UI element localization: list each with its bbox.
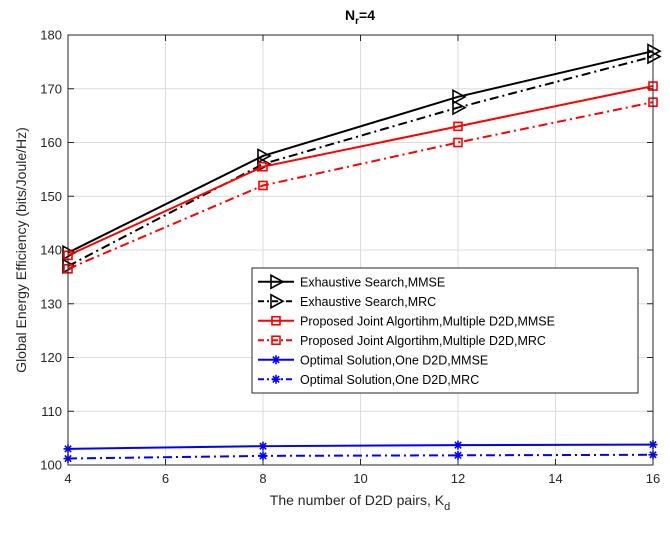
data-point — [258, 441, 268, 451]
y-tick-label: 120 — [40, 350, 62, 365]
legend-marker — [270, 293, 285, 310]
legend-entry: Proposed Joint Algortihm,Multiple D2D,MM… — [258, 314, 555, 328]
y-tick-label: 130 — [40, 296, 62, 311]
y-tick-label: 150 — [40, 189, 62, 204]
marker-stroke — [259, 442, 267, 450]
y-tick-label: 110 — [41, 404, 62, 419]
legend-marker — [271, 315, 281, 326]
data-point — [453, 450, 463, 460]
legend-marker — [271, 335, 281, 346]
data-point — [453, 137, 463, 148]
legend-entry: Exhaustive Search,MRC — [258, 293, 436, 310]
y-tick-label: 160 — [40, 135, 62, 150]
series-5 — [63, 440, 658, 454]
legend-label: Proposed Joint Algortihm,Multiple D2D,MR… — [300, 334, 546, 348]
x-axis-label-subscript: d — [444, 501, 450, 513]
chart-title: Nr=4 — [345, 7, 375, 27]
series-line — [67, 453, 654, 460]
data-point — [257, 148, 272, 164]
data-point — [647, 48, 662, 65]
legend-label: Optimal Solution,One D2D,MMSE — [300, 353, 488, 367]
data-point — [452, 88, 467, 105]
data-point — [453, 121, 463, 132]
legend-label: Optimal Solution,One D2D,MRC — [300, 373, 479, 387]
marker-stroke — [272, 375, 280, 383]
legend-entry: Optimal Solution,One D2D,MRC — [258, 373, 479, 387]
series-line — [67, 50, 654, 254]
ticks: 4 6 8 10 12 14 16 100 110 120 130 140 150 160 170 180 — [40, 28, 660, 487]
chart-title-suffix: =4 — [359, 7, 375, 23]
marker-stroke — [454, 441, 462, 449]
legend-marker — [270, 273, 285, 290]
data-point — [452, 99, 467, 116]
x-axis-label: The number of D2D pairs, Kd — [270, 492, 450, 513]
marker-stroke — [272, 356, 280, 364]
y-tick-label: 170 — [40, 81, 62, 96]
series-layer — [62, 43, 662, 464]
legend-marker — [271, 355, 281, 365]
legend-box — [251, 267, 639, 394]
y-tick-label: 140 — [40, 243, 62, 258]
x-tick-label: 4 — [64, 471, 71, 486]
marker-stroke — [454, 451, 462, 460]
y-tick-label: 100 — [40, 458, 62, 473]
x-tick-label: 8 — [259, 471, 266, 486]
series-line — [67, 443, 654, 450]
data-point — [453, 440, 463, 450]
marker-stroke — [259, 452, 267, 460]
series-line — [67, 85, 654, 257]
series-1 — [62, 43, 662, 261]
data-point — [258, 161, 268, 172]
data-point — [258, 180, 268, 191]
legend-entry: Proposed Joint Algortihm,Multiple D2D,MR… — [258, 334, 546, 348]
x-tick-label: 6 — [162, 471, 169, 486]
chart-title-subscript: r — [355, 16, 359, 27]
x-tick-label: 14 — [548, 471, 562, 486]
y-tick-label: 180 — [40, 28, 62, 43]
x-tick-label: 12 — [451, 471, 465, 486]
legend-label: Exhaustive Search,MMSE — [300, 275, 445, 289]
series-line — [67, 101, 654, 270]
legend-label: Proposed Joint Algortihm,Multiple D2D,MM… — [300, 314, 555, 328]
y-axis-label: Global Energy Efficiency (bits/Joule/Hz) — [13, 127, 29, 373]
legend: Exhaustive Search,MMSE Exhaustive Search,… — [251, 267, 639, 394]
legend-entry: Optimal Solution,One D2D,MMSE — [258, 353, 488, 367]
legend-marker — [271, 374, 281, 384]
legend-label: Exhaustive Search,MRC — [300, 295, 436, 309]
legend-entry: Exhaustive Search,MMSE — [258, 273, 445, 290]
x-tick-label: 16 — [646, 471, 660, 486]
data-point — [258, 451, 268, 461]
x-tick-label: 10 — [353, 471, 367, 486]
